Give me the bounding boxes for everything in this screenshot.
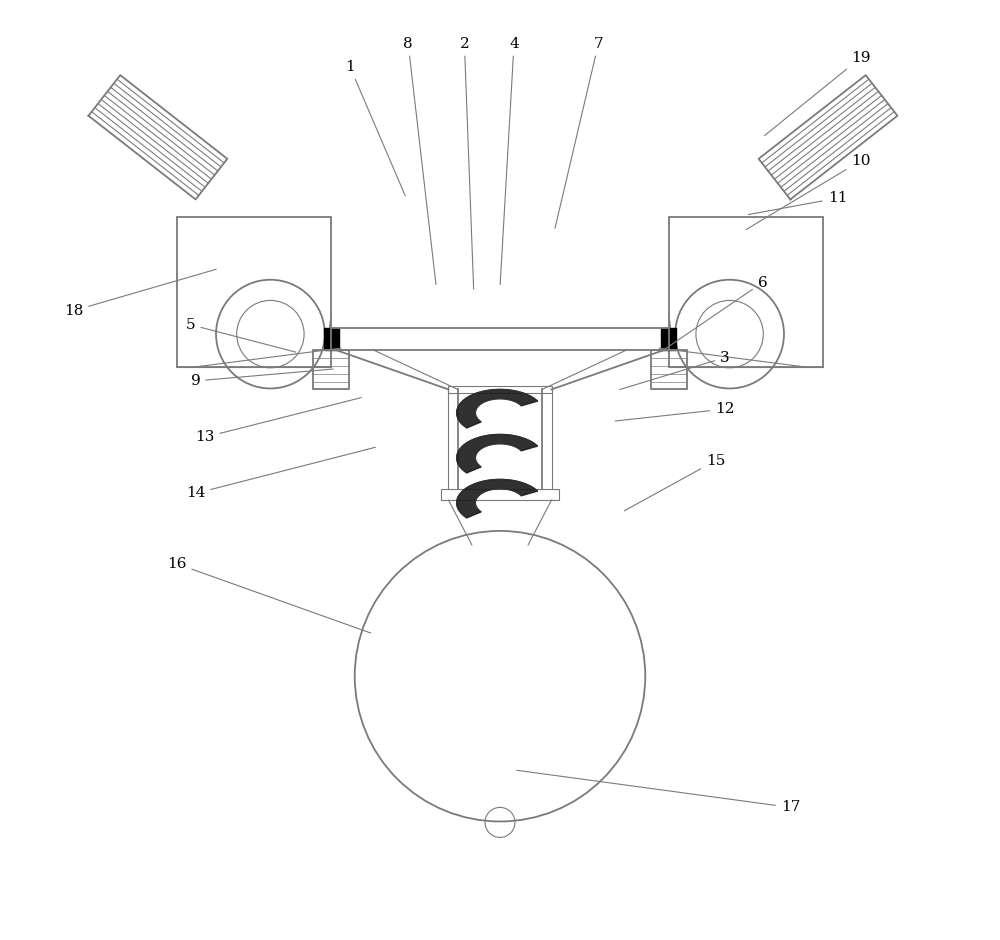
Text: 9: 9 (191, 369, 333, 388)
Text: 8: 8 (403, 37, 436, 285)
Text: 15: 15 (624, 454, 725, 510)
Text: 3: 3 (620, 351, 730, 389)
Text: 13: 13 (195, 398, 361, 445)
Text: 7: 7 (555, 37, 603, 228)
Text: 19: 19 (765, 51, 871, 135)
Text: 18: 18 (64, 269, 216, 318)
Polygon shape (457, 479, 538, 518)
Bar (177, 217, 331, 367)
Bar (441, 489, 559, 500)
Text: 16: 16 (167, 556, 371, 633)
Bar (651, 350, 687, 389)
Text: 4: 4 (500, 37, 519, 285)
Text: 10: 10 (746, 154, 871, 229)
Text: 1: 1 (345, 60, 405, 196)
Text: 17: 17 (517, 770, 800, 814)
Bar (324, 327, 339, 350)
Text: 14: 14 (186, 447, 375, 500)
Polygon shape (457, 389, 538, 428)
Text: 2: 2 (460, 37, 474, 290)
Bar (669, 217, 823, 367)
Bar (448, 385, 552, 393)
Text: 11: 11 (748, 191, 847, 214)
Polygon shape (457, 434, 538, 473)
Text: 12: 12 (615, 402, 735, 421)
Bar (313, 350, 349, 389)
Text: 5: 5 (186, 318, 296, 352)
Bar (661, 327, 676, 350)
Text: 6: 6 (662, 275, 767, 352)
